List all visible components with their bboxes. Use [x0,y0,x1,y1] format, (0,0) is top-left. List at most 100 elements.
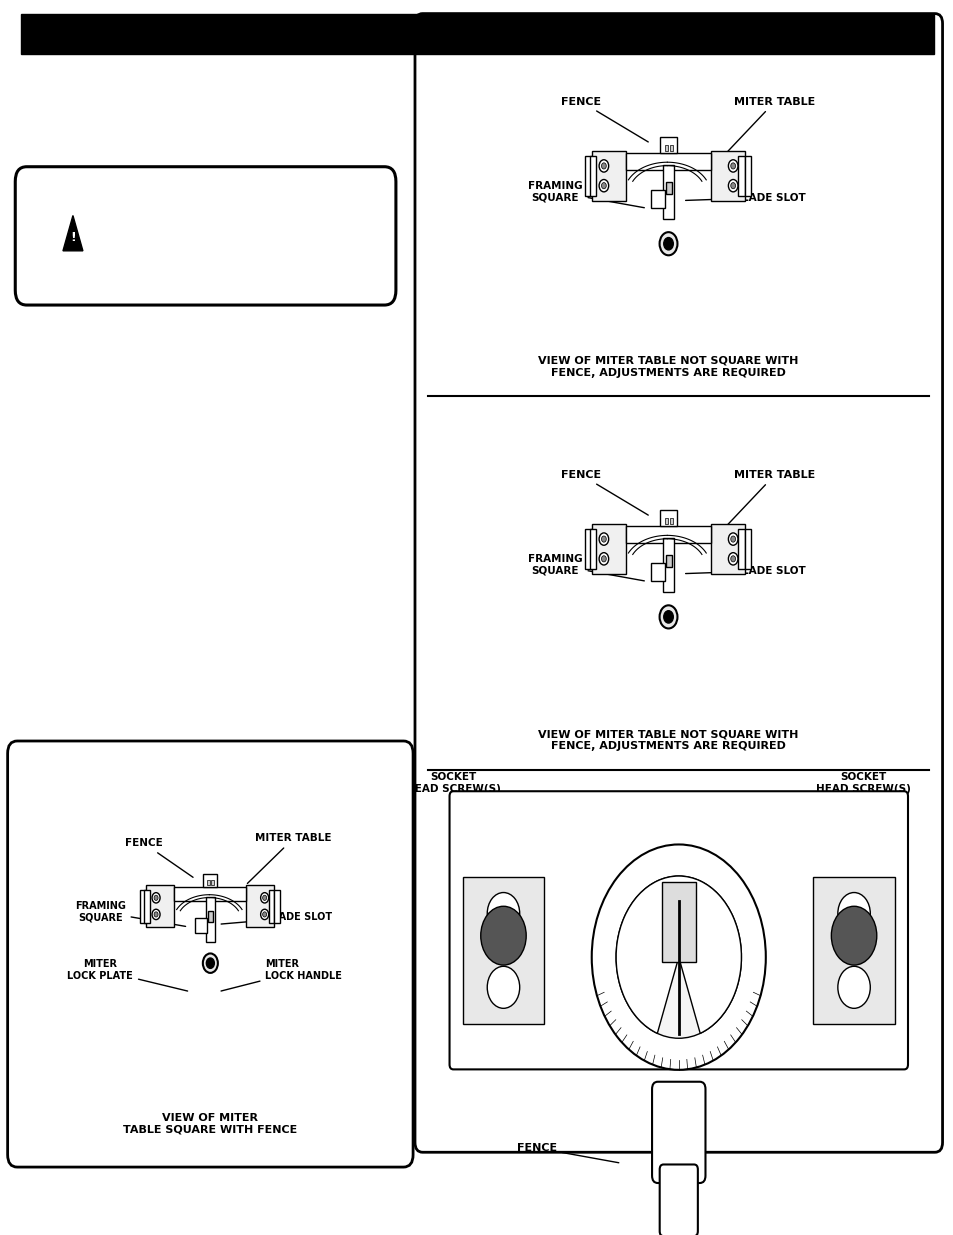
Bar [669,519,672,524]
Bar [246,885,274,926]
Circle shape [663,611,673,622]
Circle shape [728,159,738,172]
Bar [584,529,591,568]
Bar [625,153,711,169]
Bar [744,529,751,568]
Circle shape [153,895,158,900]
Bar [584,156,591,195]
Bar [589,529,596,568]
Bar [146,885,174,926]
Circle shape [262,911,267,918]
Circle shape [591,845,765,1070]
Bar [650,563,664,582]
FancyBboxPatch shape [8,741,413,1167]
Bar [661,882,696,962]
Polygon shape [63,215,83,251]
Text: MITER TABLE: MITER TABLE [723,96,815,156]
Circle shape [487,893,519,935]
Bar [813,877,894,1024]
Text: MITER
LOCK HANDLE: MITER LOCK HANDLE [221,960,342,990]
Circle shape [601,183,606,189]
Bar [207,881,210,885]
Bar [659,137,677,153]
Bar [203,873,217,887]
Circle shape [152,909,160,920]
Text: SOCKET
HEAD SCREW(S): SOCKET HEAD SCREW(S) [405,772,502,977]
Bar [212,881,213,885]
Bar [174,887,246,902]
Bar [144,889,150,923]
Text: BLADE SLOT: BLADE SLOT [221,913,333,924]
Circle shape [487,966,519,1008]
Wedge shape [616,876,740,1034]
Circle shape [730,163,735,169]
Text: FRAMING
SQUARE: FRAMING SQUARE [527,555,643,580]
Bar [195,918,207,934]
Bar [662,538,673,592]
Text: SOCKET
HEAD SCREW(S): SOCKET HEAD SCREW(S) [816,772,910,977]
Bar [664,144,667,151]
Text: BLADE SLOT: BLADE SLOT [685,193,805,203]
Bar [664,519,667,524]
Bar [589,156,596,195]
Circle shape [663,237,673,249]
Bar [744,156,751,195]
Bar [669,144,672,151]
Bar [711,151,744,200]
Text: BLADE SLOT: BLADE SLOT [685,566,805,576]
Text: VIEW OF MITER
TABLE SQUARE WITH FENCE: VIEW OF MITER TABLE SQUARE WITH FENCE [123,1114,297,1135]
Circle shape [262,895,267,900]
Text: FENCE: FENCE [560,471,648,515]
FancyBboxPatch shape [659,1165,698,1235]
Circle shape [730,183,735,189]
Circle shape [598,534,608,545]
Circle shape [730,536,735,542]
Bar [659,510,677,526]
Circle shape [659,605,677,629]
Circle shape [206,958,214,968]
Text: FENCE: FENCE [125,839,193,877]
Bar [625,526,711,543]
Text: FRAMING
SQUARE: FRAMING SQUARE [74,900,186,926]
Circle shape [598,552,608,564]
Circle shape [616,876,740,1039]
Bar [140,889,146,923]
Circle shape [153,911,158,918]
Bar [274,889,279,923]
Circle shape [730,556,735,562]
FancyBboxPatch shape [652,1082,704,1183]
Circle shape [601,163,606,169]
Circle shape [830,906,876,965]
Circle shape [837,966,869,1008]
Bar [592,524,625,573]
Circle shape [728,534,738,545]
Circle shape [601,536,606,542]
Bar [592,151,625,200]
Bar [269,889,274,923]
Bar [738,529,744,568]
Text: FRAMING
SQUARE: FRAMING SQUARE [527,180,643,207]
Bar [738,156,744,195]
Text: MITER TABLE: MITER TABLE [247,834,332,883]
Bar [650,190,664,209]
Bar [462,877,543,1024]
Text: FENCE: FENCE [560,96,648,142]
Bar [208,911,213,921]
Text: VIEW OF MITER TABLE NOT SQUARE WITH
FENCE, ADJUSTMENTS ARE REQUIRED: VIEW OF MITER TABLE NOT SQUARE WITH FENC… [537,730,798,751]
Circle shape [837,893,869,935]
Bar [21,14,933,54]
Circle shape [601,556,606,562]
Text: FENCE: FENCE [516,1142,618,1163]
Circle shape [728,552,738,564]
Bar [206,897,214,942]
Circle shape [152,893,160,903]
Text: VIEW OF MITER TABLE NOT SQUARE WITH
FENCE, ADJUSTMENTS ARE REQUIRED: VIEW OF MITER TABLE NOT SQUARE WITH FENC… [537,356,798,378]
FancyBboxPatch shape [15,167,395,305]
Circle shape [260,893,269,903]
Circle shape [598,179,608,191]
Circle shape [598,159,608,172]
Circle shape [480,906,526,965]
Bar [662,165,673,219]
Bar [665,555,671,567]
Text: MITER
LOCK PLATE: MITER LOCK PLATE [68,960,188,990]
